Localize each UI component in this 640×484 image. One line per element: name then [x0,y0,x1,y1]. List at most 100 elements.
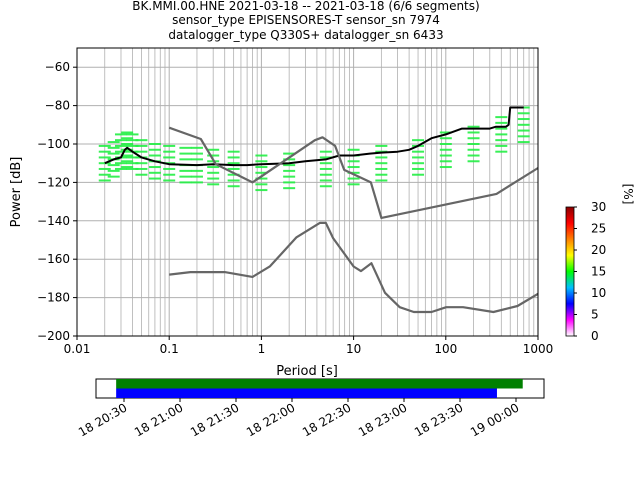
psd-histogram-cell [148,177,161,180]
psd-histogram-cell [375,173,388,176]
psd-histogram-cell [283,158,296,161]
psd-histogram-cell [319,185,332,188]
psd-histogram-cell [190,158,203,161]
psd-plot-area: 0.01 0.1 1 10 100 1000 −60 −80 −100 −120 −140 −160… [9,47,554,379]
psd-histogram-cell [126,156,139,159]
psd-histogram-cell [283,152,296,155]
psd-histogram-cell [190,169,203,172]
psd-histogram-cell [227,162,240,165]
timeline-tick-label: 19 00:00 [468,400,521,439]
psd-histogram-cell [227,185,240,188]
psd-histogram-band [98,106,530,192]
psd-histogram-cell [319,173,332,176]
psd-histogram-cell [207,171,220,174]
psd-histogram-cell [163,150,176,153]
psd-histogram-cell [98,144,111,147]
y-tick-label: −160 [37,252,70,266]
psd-histogram-cell [412,162,425,165]
psd-histogram-cell [347,160,360,163]
psd-histogram-cell [255,166,268,169]
plot-grid [76,48,538,337]
psd-histogram-cell [517,135,530,138]
psd-histogram-cell [121,148,134,151]
psd-histogram-cell [179,169,192,172]
x-axis-label: Period [s] [276,364,338,379]
psd-histogram-cell [467,148,480,151]
psd-histogram-cell [98,167,111,170]
timeline-tick-label: 18 23:30 [412,400,465,439]
x-tick-label: 0.1 [160,342,179,356]
psd-histogram-cell [467,154,480,157]
psd-histogram-cell [439,131,452,134]
psd-histogram-cell [517,106,530,109]
psd-histogram-cell [121,143,134,145]
psd-histogram-cell [121,160,134,163]
psd-histogram-cell [517,141,530,144]
psd-histogram-cell [467,131,480,134]
psd-histogram-cell [126,133,139,136]
psd-histogram-cell [347,183,360,186]
psd-histogram-cell [412,173,425,176]
psd-histogram-cell [107,169,120,172]
psd-histogram-cell [107,146,120,149]
psd-histogram-cell [467,137,480,140]
psd-histogram-cell [163,179,176,182]
timeline-tick-label: 18 20:30 [76,400,129,439]
psd-histogram-cell [255,177,268,180]
psd-histogram-cell [495,133,508,136]
psd-histogram-cell [148,166,161,169]
psd-histogram-cell [114,139,127,142]
psd-histogram-cell [190,152,203,155]
psd-histogram-cell [98,162,111,165]
psd-histogram-cell [319,156,332,159]
psd-histogram-cell [190,181,203,184]
psd-histogram-cell [148,148,161,151]
psd-histogram-cell [121,166,134,169]
psd-histogram-cell [255,189,268,192]
timeline-tick-label: 18 23:00 [356,400,409,439]
y-tick-label: −100 [37,137,70,151]
x-tick-label: 1000 [523,342,554,356]
psd-histogram-cell [375,167,388,170]
colorbar-tick-label: 25 [591,222,606,236]
psd-histogram-cell [163,173,176,176]
psd-histogram-cell [495,139,508,142]
title-line-2: sensor_type EPISENSORES-T sensor_sn 7974 [172,13,440,27]
psd-histogram-cell [347,166,360,169]
psd-histogram-cell [375,144,388,147]
plot-frame [76,47,539,337]
x-tick-label: 1 [258,342,266,356]
psd-histogram-cell [517,129,530,132]
psd-histogram-cell [412,156,425,159]
psd-histogram-cell [207,148,220,151]
psd-histogram-cell [467,160,480,163]
psd-histogram-cell [148,171,161,174]
colorbar-scale [565,206,575,337]
x-tick-label: 100 [434,342,457,356]
psd-histogram-cell [347,148,360,151]
psd-histogram-cell [255,160,268,163]
psd-histogram-cell [517,123,530,126]
psd-histogram-cell [98,156,111,159]
psd-histogram-cell [179,158,192,161]
y-tick-label: −180 [37,291,70,305]
psd-histogram-cell [439,154,452,157]
title-line-3: datalogger_type Q330S+ datalogger_sn 643… [168,28,443,42]
psd-histogram-cell [439,148,452,151]
y-tick-label: −200 [37,329,70,343]
timeline-coverage-bar [116,388,497,398]
psd-histogram-cell [126,144,139,147]
psd-histogram-cell [255,183,268,186]
psd-histogram-cell [375,162,388,165]
psd-histogram-cell [114,133,127,136]
psd-histogram-cell [179,181,192,184]
psd-histogram-cell [412,139,425,142]
psd-histogram-cell [207,183,220,186]
psd-histogram-cell [135,162,148,165]
psd-histogram-cell [135,173,148,176]
psd-histogram-cell [126,139,139,142]
psd-histogram-cell [495,121,508,124]
y-tick-label: −60 [45,60,70,74]
